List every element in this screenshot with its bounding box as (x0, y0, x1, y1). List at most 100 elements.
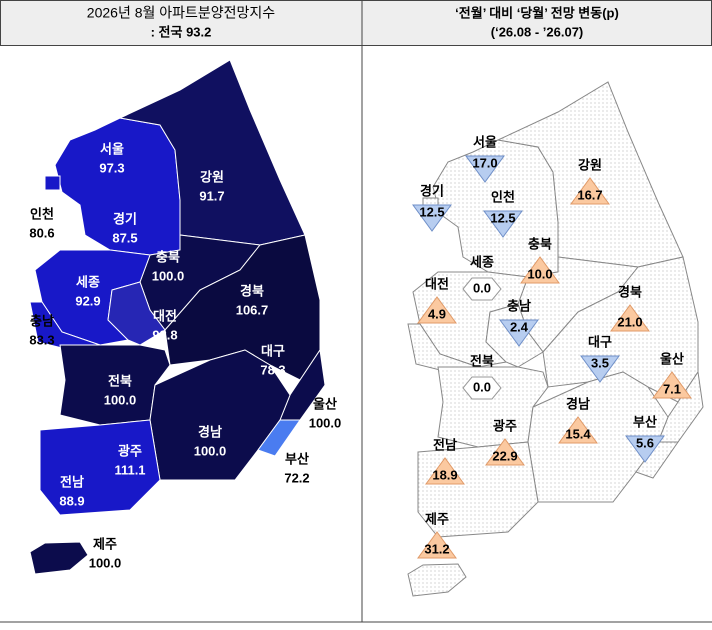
region-name: 대전 (425, 276, 449, 291)
region-index: 92.9 (75, 293, 100, 308)
region-name: 서울 (100, 141, 124, 156)
region-name: 강원 (578, 157, 602, 172)
region-index: 97.3 (99, 160, 124, 175)
region-index: 72.2 (284, 470, 309, 485)
region-name: 전남 (60, 474, 84, 489)
labels: 서울 97.3 서울 17.0 경기 87.5 경기 12.5 인천 80.6 인천 12.5 강원 91… (29, 134, 692, 570)
region-name: 충북 (156, 249, 180, 264)
region-index: 111.1 (114, 462, 145, 477)
region-name: 광주 (493, 418, 517, 433)
region-index: 80.6 (29, 225, 54, 240)
change-arrow (485, 438, 525, 466)
change-arrow (580, 355, 620, 383)
region-name: 서울 (473, 134, 497, 149)
change-arrow (483, 210, 523, 238)
region-index: 100.0 (104, 392, 137, 407)
region-name: 제주 (425, 511, 449, 526)
index-map (29, 59, 326, 575)
change-map (407, 81, 704, 597)
region-change: 2.4 (510, 319, 529, 334)
region-name: 경기 (113, 211, 137, 226)
region-index: 88.9 (59, 493, 84, 508)
region-name: 충북 (528, 236, 552, 251)
region-outline (407, 563, 467, 597)
region-shape (29, 541, 89, 575)
change-arrow (465, 155, 505, 183)
region-name: 울산 (660, 351, 684, 366)
region-shape (257, 419, 301, 457)
change-arrow (462, 376, 502, 400)
change-arrow (610, 304, 650, 332)
region-index: 78.3 (260, 362, 285, 377)
region-name: 광주 (118, 443, 142, 458)
change-arrow (412, 204, 452, 232)
region-shape (44, 175, 61, 191)
region-name: 인천 (30, 206, 54, 221)
region-name: 대구 (261, 343, 285, 358)
change-arrow (462, 277, 502, 301)
region-shape (107, 281, 166, 346)
region-name: 세종 (470, 254, 494, 269)
region-index: 91.7 (199, 188, 224, 203)
region-name: 울산 (313, 396, 337, 411)
region-shape (39, 419, 161, 516)
change-arrow (520, 256, 560, 284)
left-title: 2026년 8월 아파트분양전망지수 (87, 5, 276, 21)
region-change: 5.6 (636, 435, 654, 450)
region-name: 충남 (30, 313, 54, 328)
region-name: 대구 (588, 334, 612, 349)
region-change: 7.1 (663, 381, 681, 396)
left-subtitle: : 전국 93.2 (151, 24, 212, 39)
region-name: 경남 (566, 396, 590, 411)
change-arrow (570, 177, 610, 205)
change-arrow (558, 416, 598, 444)
region-change: 16.7 (577, 187, 602, 202)
region-name: 경기 (420, 183, 444, 198)
header-bg (0, 0, 712, 46)
region-change: 10.0 (527, 266, 552, 281)
right-title: ‘전월’ 대비 ‘당월’ 전망 변동(p) (455, 5, 619, 20)
right-subtitle: (‘26.08 - ’26.07) (491, 24, 584, 39)
region-name: 경북 (618, 284, 642, 299)
region-name: 전남 (433, 437, 457, 452)
region-index: 100.0 (89, 555, 122, 570)
change-arrow (625, 435, 665, 463)
region-name: 경북 (240, 283, 264, 298)
region-index: 100.0 (194, 443, 227, 458)
region-change: 15.4 (565, 426, 591, 441)
change-arrow (417, 296, 457, 324)
region-index: 87.5 (112, 230, 137, 245)
region-name: 전북 (470, 353, 494, 368)
region-index: 93.8 (152, 327, 177, 342)
region-change: 17.0 (472, 155, 497, 170)
region-change: 3.5 (591, 355, 609, 370)
region-index: 106.7 (236, 302, 269, 317)
region-name: 충남 (507, 298, 531, 313)
region-change: 12.5 (490, 210, 515, 225)
region-index: 100.0 (152, 268, 185, 283)
region-name: 세종 (76, 274, 100, 289)
change-arrow (417, 531, 457, 559)
region-name: 부산 (285, 451, 309, 466)
change-arrow (499, 319, 539, 347)
region-change: 0.0 (473, 379, 491, 394)
region-index: 83.3 (29, 332, 54, 347)
change-arrow (652, 371, 692, 399)
region-change: 21.0 (617, 314, 642, 329)
region-name: 강원 (200, 169, 224, 184)
region-name: 제주 (93, 536, 117, 551)
region-outline (635, 441, 679, 479)
region-change: 4.9 (428, 306, 446, 321)
region-index: 100.0 (309, 415, 342, 430)
region-name: 경남 (198, 424, 222, 439)
region-name: 전북 (108, 373, 132, 388)
change-arrow (425, 457, 465, 485)
region-name: 부산 (633, 414, 657, 429)
region-name: 인천 (491, 189, 515, 204)
region-change: 12.5 (419, 204, 444, 219)
region-change: 31.2 (424, 541, 449, 556)
region-change: 0.0 (473, 280, 491, 295)
region-change: 22.9 (492, 448, 517, 463)
region-change: 18.9 (432, 467, 457, 482)
